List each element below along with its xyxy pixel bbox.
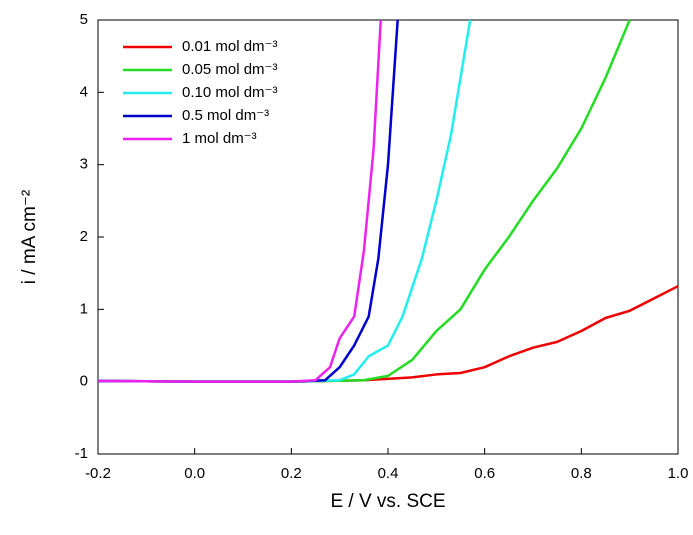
x-tick-label: 0.2 <box>281 465 302 482</box>
legend-label: 0.5 mol dm⁻³ <box>182 107 269 124</box>
y-tick-label: 0 <box>80 373 88 390</box>
y-tick-label: 2 <box>80 228 88 245</box>
data-line <box>97 285 679 383</box>
y-axis-title: i / mA cm⁻² <box>19 190 40 284</box>
data-line <box>97 19 472 383</box>
legend-label: 0.01 mol dm⁻³ <box>182 38 277 55</box>
x-tick-label: 0.4 <box>378 465 399 482</box>
x-tick-label: 0.6 <box>474 465 495 482</box>
legend-label: 0.10 mol dm⁻³ <box>182 84 277 101</box>
y-tick-label: 5 <box>80 11 88 28</box>
x-tick-label: 0.8 <box>571 465 592 482</box>
data-line <box>97 19 382 383</box>
y-tick-label: 3 <box>80 156 88 173</box>
x-axis-title: E / V vs. SCE <box>330 491 445 512</box>
y-tick-label: 1 <box>80 300 88 317</box>
x-tick-label: -0.2 <box>85 465 111 482</box>
legend-label: 1 mol dm⁻³ <box>182 130 257 147</box>
x-tick-label: 0.0 <box>184 465 205 482</box>
y-tick-label: 4 <box>80 83 88 100</box>
x-tick-label: 1.0 <box>668 465 689 482</box>
legend-label: 0.05 mol dm⁻³ <box>182 61 277 78</box>
y-tick-label: -1 <box>75 445 88 462</box>
